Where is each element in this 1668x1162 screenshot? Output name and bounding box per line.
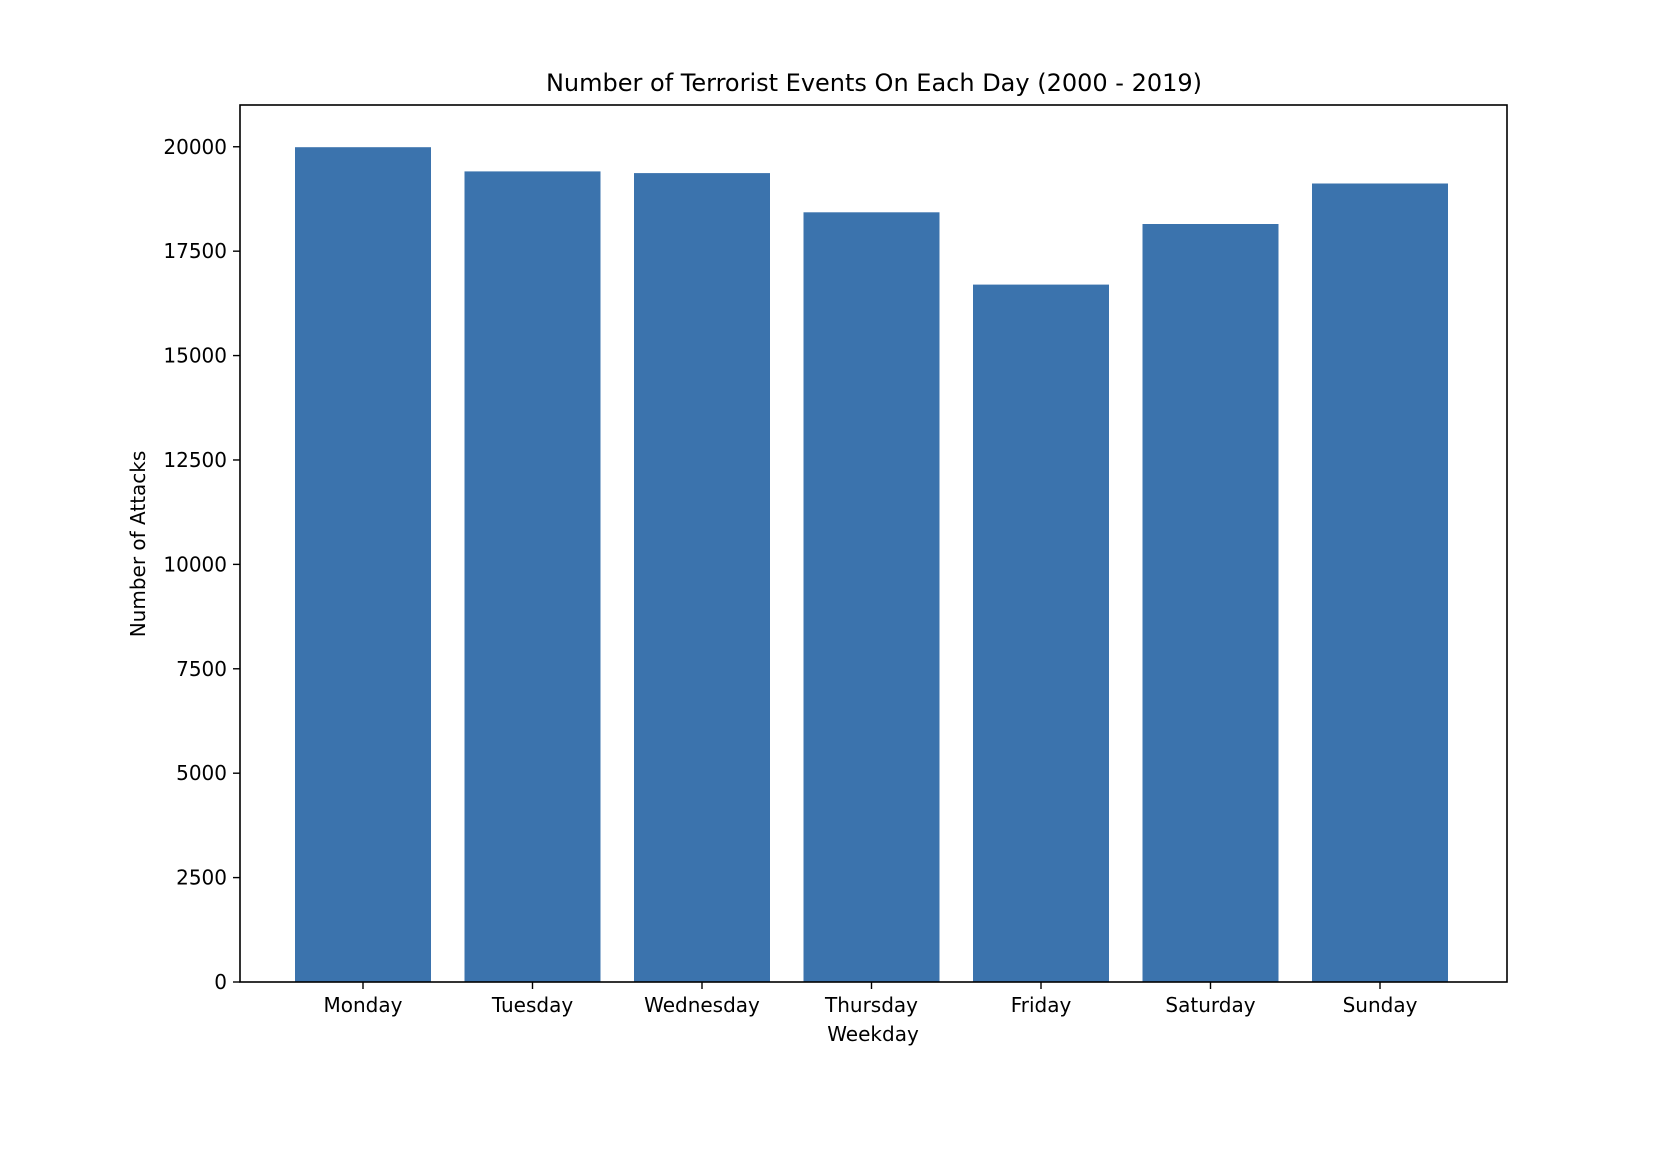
y-axis-ticks: 0 2500 5000 7500 10000 12500 15000 17500 20000 xyxy=(163,135,240,994)
x-tick-label: Tuesday xyxy=(491,993,574,1017)
plot-frame xyxy=(239,104,1508,983)
y-tick-label: 2500 xyxy=(176,866,227,890)
bar-thursday xyxy=(803,212,940,983)
y-tick-label: 15000 xyxy=(163,344,227,368)
y-tick-label: 17500 xyxy=(163,239,227,263)
x-tick-label: Monday xyxy=(324,993,403,1017)
x-axis-ticks: Monday Tuesday Wednesday Thursday Friday Satu… xyxy=(324,982,1418,1017)
bar-tuesday xyxy=(464,171,601,982)
x-tick-label: Saturday xyxy=(1165,993,1255,1017)
y-tick-label: 7500 xyxy=(176,657,227,681)
y-axis-label: Number of Attacks xyxy=(126,451,150,638)
x-tick-label: Wednesday xyxy=(644,993,760,1017)
y-tick-label: 20000 xyxy=(163,135,227,159)
bar-sunday xyxy=(1312,183,1448,982)
y-tick-label: 12500 xyxy=(163,448,227,472)
x-tick-label: Thursday xyxy=(824,993,918,1017)
x-tick-label: Friday xyxy=(1011,993,1072,1017)
y-tick-label: 0 xyxy=(214,970,227,994)
chart-title: Number of Terrorist Events On Each Day (… xyxy=(546,69,1202,97)
y-tick-label: 10000 xyxy=(163,552,227,576)
bar-wednesday xyxy=(634,173,770,983)
x-axis-label: Weekday xyxy=(827,1022,919,1046)
y-tick-label: 5000 xyxy=(176,761,227,785)
x-tick-label: Sunday xyxy=(1343,993,1418,1017)
bar-monday xyxy=(295,147,431,982)
bars-group xyxy=(295,147,1448,983)
bar-friday xyxy=(973,284,1109,983)
bar-saturday xyxy=(1142,224,1279,982)
